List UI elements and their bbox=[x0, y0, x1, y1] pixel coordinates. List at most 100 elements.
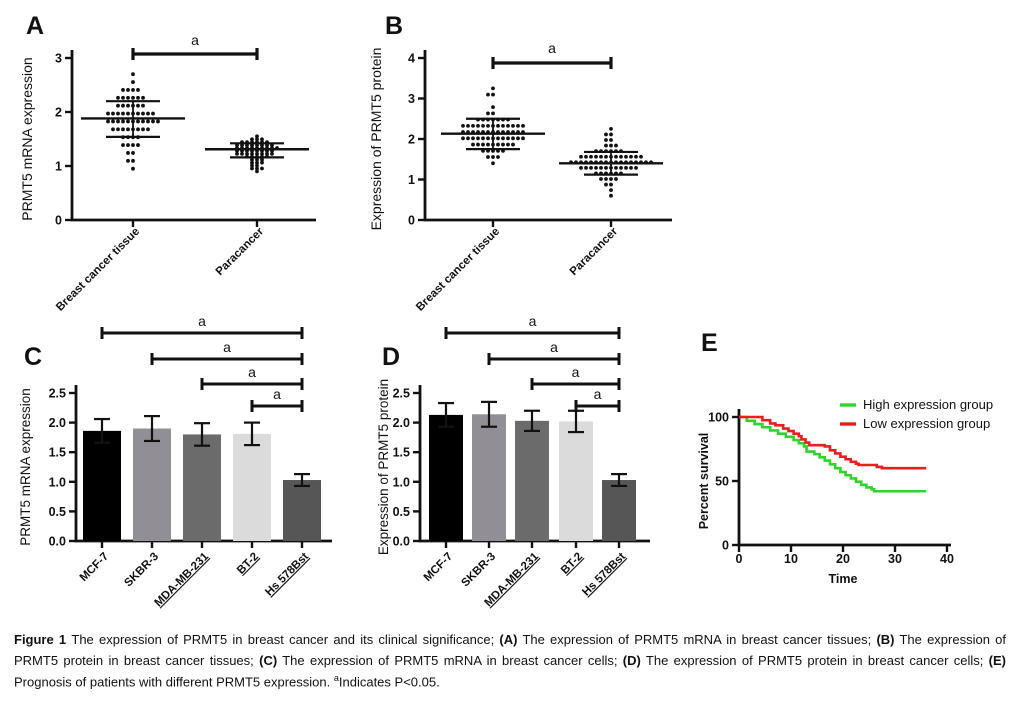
figure-caption: Figure 1 The expression of PRMT5 in brea… bbox=[14, 630, 1006, 693]
svg-text:BT-2: BT-2 bbox=[559, 551, 585, 577]
bars bbox=[429, 414, 636, 541]
svg-text:MCF-7: MCF-7 bbox=[78, 551, 111, 584]
panel-c-bar-chart: 0.0 0.5 1.0 1.5 2.0 2.5 PRMT5 mRNA expression C… bbox=[18, 313, 332, 609]
x-axis-title: Time bbox=[829, 572, 858, 586]
svg-text:Time: Time bbox=[829, 572, 858, 586]
significance-bracket: a bbox=[491, 40, 613, 69]
svg-text:Paracancer: Paracancer bbox=[214, 225, 267, 278]
svg-text:a: a bbox=[529, 313, 537, 329]
survival-curve-low bbox=[739, 415, 927, 470]
svg-text:0: 0 bbox=[408, 214, 415, 228]
y-axis-title: Percent survival bbox=[697, 433, 711, 530]
svg-text:2.5: 2.5 bbox=[393, 387, 410, 401]
bars bbox=[83, 428, 321, 541]
mean-sd-lines bbox=[205, 142, 309, 159]
legend-entry: High expression group bbox=[840, 397, 993, 412]
svg-text:a: a bbox=[191, 32, 199, 48]
svg-text:20: 20 bbox=[836, 552, 850, 566]
svg-text:Low expression group: Low expression group bbox=[863, 416, 990, 431]
y-axis: 0.0 0.5 1.0 1.5 2.0 2.5 bbox=[49, 385, 78, 549]
y-axis: 0.0 0.5 1.0 1.5 2.0 2.5 bbox=[393, 385, 422, 549]
panel-a-scatter-chart: 0 1 2 3 PRMT5 mRNA expression A Breast cancer … bbox=[19, 12, 316, 314]
panel-label: A bbox=[26, 12, 44, 40]
svg-text:a: a bbox=[223, 339, 231, 355]
significance-bracket: a bbox=[200, 364, 304, 390]
category-label: Paracancer bbox=[568, 225, 621, 278]
svg-text:Hs 578Bst: Hs 578Bst bbox=[580, 551, 628, 599]
caption-segment: The expression of PRMT5 in breast cancer… bbox=[71, 632, 500, 647]
significance-bracket: a bbox=[530, 364, 621, 390]
svg-text:High expression group: High expression group bbox=[863, 397, 993, 412]
caption-segment: The expression of PRMT5 mRNA in breast c… bbox=[277, 652, 623, 668]
svg-text:Expression of PRMT5 protein: Expression of PRMT5 protein bbox=[376, 379, 391, 555]
y-axis: 0 50 100 bbox=[708, 409, 741, 553]
svg-text:40: 40 bbox=[940, 552, 954, 566]
panel-label: D bbox=[382, 343, 400, 371]
svg-text:a: a bbox=[248, 364, 256, 380]
caption-segment: The expression of PRMT5 protein in breas… bbox=[640, 652, 989, 668]
caption-segment: The expression of PRMT5 protein in breas… bbox=[14, 632, 1006, 668]
y-axis-title: PRMT5 mRNA expression bbox=[18, 388, 33, 546]
svg-text:100: 100 bbox=[708, 411, 729, 425]
panel-label: C bbox=[24, 343, 42, 371]
significance-bracket: a bbox=[150, 339, 304, 365]
caption-segment: Prognosis of patients with different PRM… bbox=[14, 674, 334, 690]
caption-segment: (D) bbox=[622, 652, 641, 668]
y-axis-title: Expression of PRMT5 protein bbox=[368, 48, 384, 231]
svg-text:a: a bbox=[273, 386, 281, 402]
svg-text:Breast cancer tissue: Breast cancer tissue bbox=[54, 226, 142, 314]
svg-text:SKBR-3: SKBR-3 bbox=[122, 551, 161, 590]
caption-segment: Figure 1 bbox=[14, 632, 72, 647]
x-axis: 0 10 20 30 40 bbox=[736, 545, 954, 566]
mean-sd-lines bbox=[559, 150, 663, 176]
svg-text:1: 1 bbox=[408, 173, 415, 187]
svg-text:a: a bbox=[550, 339, 558, 355]
svg-text:1: 1 bbox=[55, 160, 62, 174]
svg-text:Breast cancer tissue: Breast cancer tissue bbox=[414, 226, 502, 314]
svg-text:MDA-MB-231: MDA-MB-231 bbox=[152, 550, 211, 609]
svg-text:Expression of PRMT5 protein: Expression of PRMT5 protein bbox=[368, 48, 384, 231]
caption-segment: (A) bbox=[499, 632, 518, 647]
survival-curve-high bbox=[739, 415, 927, 493]
svg-text:E: E bbox=[701, 329, 718, 357]
caption-segment: (C) bbox=[259, 652, 278, 668]
svg-text:0.0: 0.0 bbox=[393, 535, 410, 549]
panel-label: B bbox=[385, 12, 403, 40]
significance-bracket: a bbox=[100, 313, 304, 339]
svg-text:Hs 578Bst: Hs 578Bst bbox=[263, 551, 311, 599]
svg-text:a: a bbox=[548, 40, 556, 56]
svg-text:2.0: 2.0 bbox=[393, 416, 410, 430]
caption-segment: The expression of PRMT5 mRNA in breast c… bbox=[517, 632, 877, 647]
caption-segment: a bbox=[333, 673, 339, 684]
svg-text:PRMT5 mRNA expression: PRMT5 mRNA expression bbox=[19, 57, 35, 220]
svg-text:B: B bbox=[385, 12, 403, 40]
svg-text:2: 2 bbox=[408, 133, 415, 147]
svg-text:1.5: 1.5 bbox=[393, 446, 410, 460]
svg-text:1.0: 1.0 bbox=[393, 475, 410, 489]
caption-segment: (E) bbox=[988, 652, 1007, 668]
svg-text:2: 2 bbox=[55, 106, 62, 120]
error-bars bbox=[94, 414, 310, 488]
svg-text:0: 0 bbox=[722, 539, 729, 553]
significance-bracket: a bbox=[131, 32, 259, 60]
panel-label: E bbox=[701, 329, 718, 357]
svg-text:1.0: 1.0 bbox=[49, 475, 66, 489]
svg-text:Percent survival: Percent survival bbox=[697, 433, 711, 530]
caption-segment: Indicates P<0.05. bbox=[338, 674, 440, 690]
panel-e-survival-chart: 0 50 100 Percent survival E 0 10 20 30 40 Time High… bbox=[697, 329, 993, 586]
mean-sd-lines bbox=[441, 117, 545, 151]
y-axis: 0 1 2 3 4 bbox=[408, 50, 427, 228]
svg-text:C: C bbox=[24, 343, 42, 371]
category-label: Breast cancer tissue bbox=[54, 226, 142, 314]
svg-text:2.5: 2.5 bbox=[49, 387, 66, 401]
svg-text:BT-2: BT-2 bbox=[235, 551, 261, 577]
svg-text:MCF-7: MCF-7 bbox=[422, 551, 455, 584]
significance-bracket: a bbox=[444, 313, 621, 339]
significance-bracket: a bbox=[487, 339, 621, 365]
svg-text:10: 10 bbox=[784, 552, 798, 566]
